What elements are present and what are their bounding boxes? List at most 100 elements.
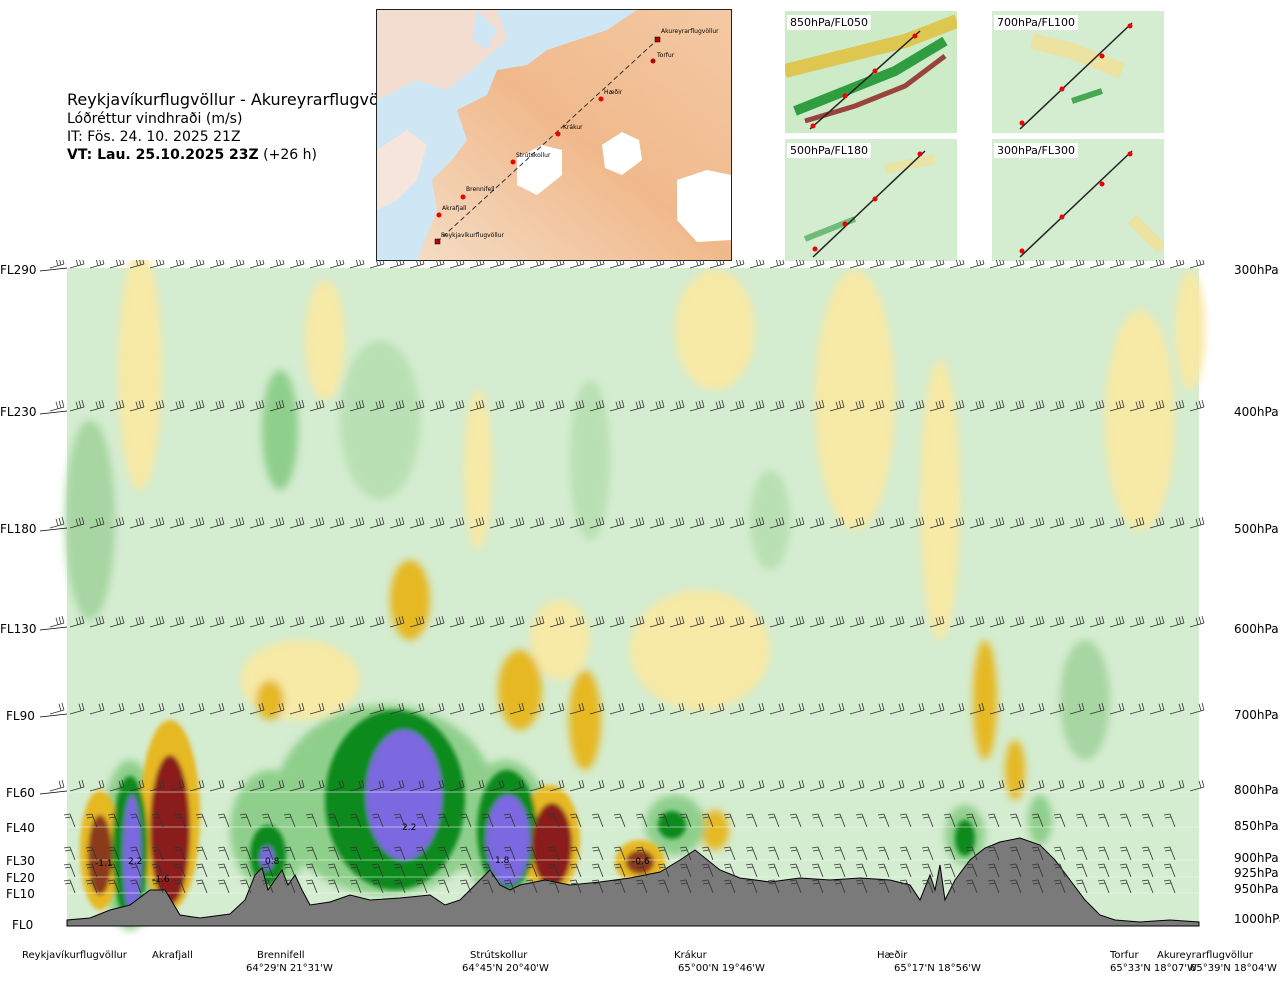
- wind-barb: [269, 702, 285, 715]
- wind-barb: [749, 702, 765, 715]
- wind-barb: [129, 399, 145, 412]
- wind-barb: [547, 879, 560, 894]
- wind-barb: [369, 399, 385, 412]
- wind-barb: [369, 779, 385, 792]
- wind-barb: [415, 846, 428, 861]
- wind-barb: [589, 399, 605, 412]
- wind-barb: [327, 879, 340, 894]
- pressure-label: 1000hPa: [1234, 912, 1280, 926]
- wind-barb: [809, 702, 825, 715]
- wind-barb: [393, 846, 406, 861]
- wind-barb: [1119, 813, 1132, 828]
- wind-barb: [459, 846, 472, 861]
- fl-label: FL230: [0, 405, 37, 419]
- wind-barb: [669, 615, 685, 628]
- wind-barb: [1189, 399, 1205, 412]
- wind-barb: [789, 879, 802, 894]
- wind-barb: [1189, 260, 1205, 269]
- wind-barb: [149, 779, 165, 792]
- wind-barb: [1069, 260, 1085, 269]
- wind-barb: [329, 779, 345, 792]
- wind-barb: [709, 516, 725, 529]
- wind-barb: [305, 813, 318, 828]
- waypoint-name: Krákur: [674, 950, 707, 961]
- wind-barb: [249, 702, 265, 715]
- wind-barb: [1029, 702, 1045, 715]
- wind-barb: [389, 516, 405, 529]
- wind-barb: [525, 813, 538, 828]
- wind-barb: [305, 846, 318, 861]
- wind-barb: [679, 846, 692, 861]
- wind-barb: [389, 399, 405, 412]
- wind-barb: [729, 399, 745, 412]
- wind-barb: [635, 879, 648, 894]
- wind-barb: [989, 615, 1005, 628]
- wind-barb: [529, 260, 545, 269]
- wind-barb: [49, 260, 65, 269]
- wind-barb: [1097, 863, 1110, 878]
- wind-barb: [1053, 879, 1066, 894]
- wind-barb: [393, 813, 406, 828]
- wind-barb: [969, 260, 985, 269]
- thumb-label-700: 700hPa/FL100: [994, 15, 1079, 30]
- wind-barb: [449, 702, 465, 715]
- wind-barb: [1075, 846, 1088, 861]
- wind-barb: [1069, 516, 1085, 529]
- wind-barb: [849, 702, 865, 715]
- wind-barb: [833, 813, 846, 828]
- wind-barb: [855, 863, 868, 878]
- wind-barb: [849, 615, 865, 628]
- wind-barb: [393, 863, 406, 878]
- wind-barb: [481, 813, 494, 828]
- wind-barb: [289, 615, 305, 628]
- wind-barb: [129, 863, 142, 878]
- wind-barb: [189, 260, 205, 269]
- wind-barb: [173, 879, 186, 894]
- wind-barb: [169, 260, 185, 269]
- wind-barb: [635, 863, 648, 878]
- wind-barb: [629, 516, 645, 529]
- wind-barb: [389, 260, 405, 269]
- wind-barb: [1089, 702, 1105, 715]
- wind-barb: [1009, 516, 1025, 529]
- wind-barb: [1109, 260, 1125, 269]
- wind-barb: [261, 863, 274, 878]
- waypoint-coord: 65°33'N 18°07'W: [1110, 963, 1197, 974]
- thumb-850hpa: 850hPa/FL050: [785, 11, 957, 133]
- wind-barb: [481, 846, 494, 861]
- wind-barb: [921, 879, 934, 894]
- wind-barb: [1031, 846, 1044, 861]
- wind-barb: [679, 863, 692, 878]
- value-label: -0.6: [632, 857, 650, 867]
- wind-barb: [393, 879, 406, 894]
- map-waypoint-krakur: Krákur: [563, 124, 583, 131]
- wind-barb: [409, 779, 425, 792]
- wind-barb: [89, 399, 105, 412]
- wind-barb: [589, 702, 605, 715]
- wind-barb: [749, 516, 765, 529]
- wind-barb: [709, 399, 725, 412]
- wind-barb: [1053, 863, 1066, 878]
- fl-label: FL0: [12, 918, 34, 932]
- wind-barb: [989, 516, 1005, 529]
- wind-barb: [1049, 260, 1065, 269]
- wind-barb: [173, 813, 186, 828]
- wind-barb: [749, 399, 765, 412]
- wind-barb: [701, 863, 714, 878]
- wind-barb: [149, 516, 165, 529]
- wind-barb: [1163, 863, 1176, 878]
- wind-barb: [1069, 702, 1085, 715]
- wind-barb: [509, 702, 525, 715]
- wind-barb: [469, 779, 485, 792]
- fl-label: FL30: [6, 854, 35, 868]
- fl-label: FL60: [6, 786, 35, 800]
- wind-barb: [283, 846, 296, 861]
- wind-barb: [469, 260, 485, 269]
- wind-barb: [173, 846, 186, 861]
- wind-barb: [1029, 779, 1045, 792]
- wind-barb: [1009, 846, 1022, 861]
- wind-barb: [229, 615, 245, 628]
- wind-barb: [723, 879, 736, 894]
- waypoint-coord: 64°45'N 20°40'W: [462, 963, 549, 974]
- wind-barb: [151, 813, 164, 828]
